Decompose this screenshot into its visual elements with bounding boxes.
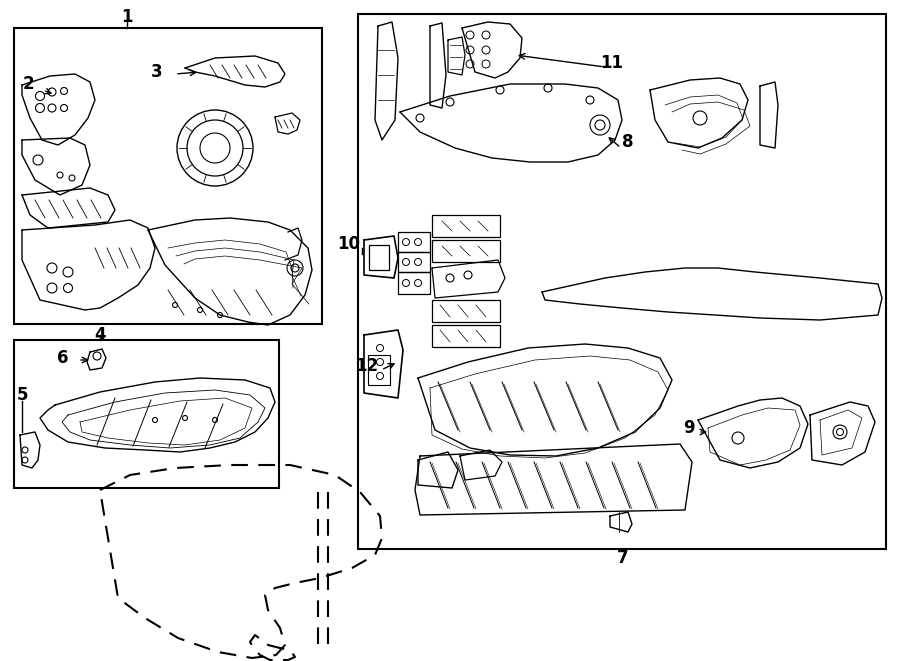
- Text: 6: 6: [58, 349, 68, 367]
- Bar: [432, 240, 500, 262]
- Text: 2: 2: [22, 75, 34, 93]
- Bar: [368, 355, 390, 385]
- Text: 9: 9: [683, 419, 695, 437]
- Text: 5: 5: [16, 386, 28, 404]
- Text: 1: 1: [122, 8, 133, 26]
- Bar: [432, 300, 500, 322]
- Text: 3: 3: [151, 63, 163, 81]
- Bar: [398, 252, 430, 272]
- Bar: [358, 14, 886, 549]
- Bar: [432, 325, 500, 347]
- Text: 8: 8: [622, 133, 634, 151]
- Bar: [432, 215, 500, 237]
- Bar: [398, 232, 430, 252]
- Text: 11: 11: [600, 54, 624, 72]
- Text: 4: 4: [94, 326, 106, 344]
- Bar: [14, 340, 279, 488]
- Bar: [14, 28, 322, 324]
- Bar: [369, 245, 389, 270]
- Text: 10: 10: [338, 235, 361, 253]
- Text: 12: 12: [356, 357, 379, 375]
- Bar: [398, 272, 430, 294]
- Text: 7: 7: [617, 549, 629, 567]
